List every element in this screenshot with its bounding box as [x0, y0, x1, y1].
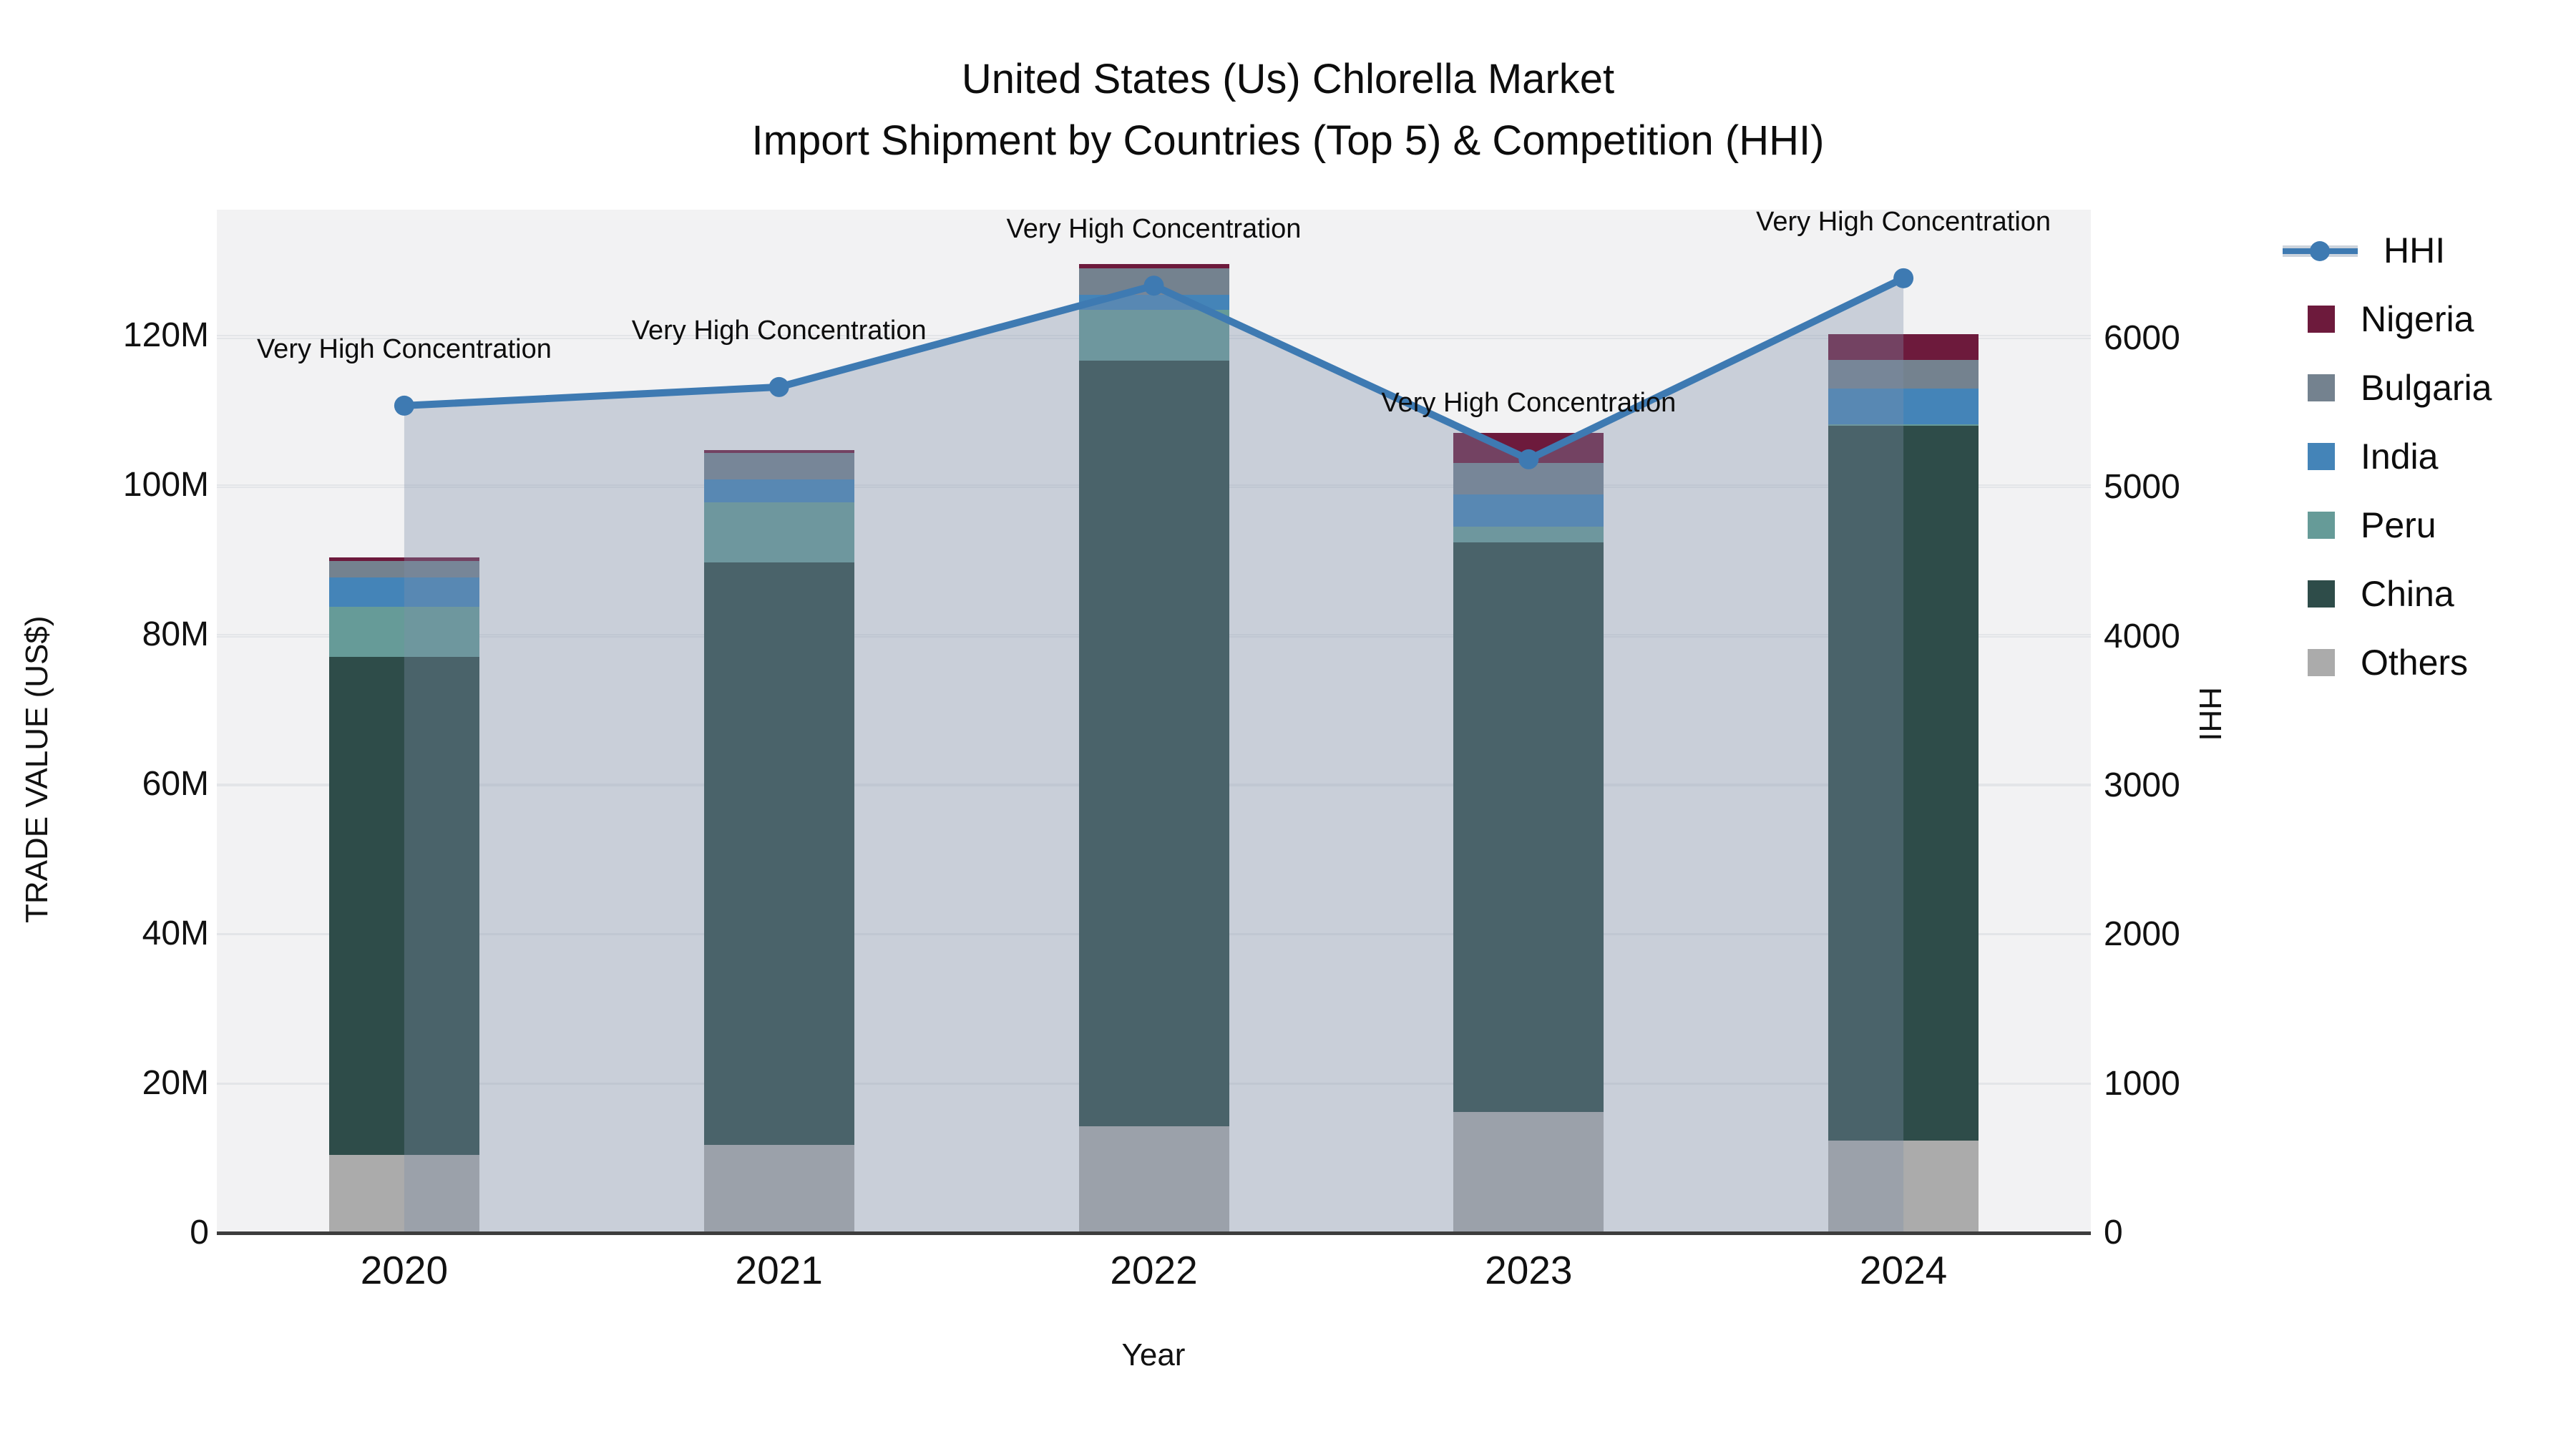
- bar-segment-china-2022: [1078, 361, 1229, 1126]
- bar-segment-nigeria-2020: [328, 557, 479, 562]
- annotation-2024: Very High Concentration: [1756, 206, 2051, 237]
- legend-item-peru[interactable]: Peru: [2283, 504, 2436, 547]
- legend-label: China: [2361, 574, 2454, 614]
- bar-segment-peru-2020: [328, 607, 479, 658]
- x-axis-title: Year: [1121, 1337, 1186, 1372]
- legend-label: Nigeria: [2361, 299, 2474, 339]
- y2-tick-2000: 2000: [2104, 915, 2180, 954]
- y-tick-120M: 120M: [122, 316, 209, 354]
- others-swatch: [2308, 649, 2335, 676]
- bar-segment-bulgaria-2022: [1078, 268, 1229, 296]
- y2-tick-4000: 4000: [2104, 617, 2180, 655]
- legend-label: Peru: [2361, 505, 2436, 545]
- china-swatch: [2308, 580, 2335, 608]
- annotation-2023: Very High Concentration: [1381, 387, 1677, 418]
- y2-tick-5000: 5000: [2104, 468, 2180, 507]
- legend-item-china[interactable]: China: [2283, 572, 2454, 615]
- hhi-legend-sample: [2283, 237, 2358, 264]
- y2-axis-title: HHI: [2192, 687, 2228, 741]
- legend-item-others[interactable]: Others: [2283, 641, 2468, 684]
- x-tick-2024: 2024: [1859, 1248, 1948, 1292]
- bar-segment-others-2023: [1453, 1111, 1604, 1233]
- bar-segment-peru-2023: [1453, 527, 1604, 543]
- bar-segment-others-2020: [328, 1155, 479, 1233]
- bar-segment-bulgaria-2021: [703, 452, 854, 480]
- y-tick-100M: 100M: [122, 465, 209, 504]
- y-tick-0: 0: [190, 1214, 209, 1252]
- y2-tick-6000: 6000: [2104, 319, 2180, 358]
- bar-segment-peru-2024: [1828, 424, 1979, 426]
- bar-segment-india-2022: [1078, 295, 1229, 311]
- y-tick-60M: 60M: [142, 764, 209, 803]
- chart-title-line1: United States (Us) Chlorella Market: [961, 56, 1615, 102]
- legend-label: Others: [2361, 643, 2469, 683]
- bar-segment-china-2024: [1828, 426, 1979, 1141]
- x-tick-2021: 2021: [735, 1248, 823, 1292]
- bar-segment-india-2020: [328, 577, 479, 608]
- y2-tick-3000: 3000: [2104, 766, 2180, 805]
- bar-segment-others-2022: [1078, 1126, 1229, 1233]
- bar-segment-nigeria-2024: [1828, 333, 1979, 361]
- bar-segment-india-2023: [1453, 494, 1604, 527]
- bar-segment-bulgaria-2024: [1828, 360, 1979, 389]
- chart-title-line2: Import Shipment by Countries (Top 5) & C…: [751, 117, 1825, 164]
- annotation-2021: Very High Concentration: [631, 315, 927, 346]
- y2-tick-1000: 1000: [2104, 1064, 2180, 1103]
- legend-label: India: [2361, 436, 2439, 477]
- bar-segment-bulgaria-2023: [1453, 463, 1604, 495]
- bar-segment-bulgaria-2020: [328, 561, 479, 578]
- legend-item-bulgaria[interactable]: Bulgaria: [2283, 366, 2492, 409]
- bar-segment-others-2024: [1828, 1141, 1979, 1233]
- x-tick-2022: 2022: [1110, 1248, 1198, 1292]
- chart-title: United States (Us) Chlorella Market Impo…: [0, 49, 2576, 172]
- bar-segment-india-2024: [1828, 388, 1979, 424]
- bar-segment-china-2021: [703, 562, 854, 1145]
- y-tick-20M: 20M: [142, 1063, 209, 1102]
- annotation-2022: Very High Concentration: [1006, 214, 1302, 245]
- bar-segment-china-2023: [1453, 542, 1604, 1112]
- bar-segment-nigeria-2021: [703, 449, 854, 453]
- x-axis-line: [217, 1231, 2091, 1235]
- bar-segment-peru-2021: [703, 502, 854, 563]
- nigeria-swatch: [2308, 306, 2335, 333]
- bulgaria-swatch: [2308, 374, 2335, 401]
- bar-segment-nigeria-2022: [1078, 264, 1229, 268]
- bar-segment-china-2020: [328, 657, 479, 1156]
- bar-segment-india-2021: [703, 479, 854, 502]
- india-swatch: [2308, 443, 2335, 470]
- y-tick-40M: 40M: [142, 914, 209, 952]
- legend-label: Bulgaria: [2361, 368, 2492, 408]
- peru-swatch: [2308, 512, 2335, 539]
- bar-segment-nigeria-2023: [1453, 432, 1604, 464]
- bar-segment-peru-2022: [1078, 310, 1229, 361]
- legend-item-nigeria[interactable]: Nigeria: [2283, 298, 2474, 341]
- legend-label: HHI: [2384, 230, 2446, 270]
- x-tick-2020: 2020: [360, 1248, 449, 1292]
- bar-segment-others-2021: [703, 1144, 854, 1233]
- legend-item-india[interactable]: India: [2283, 435, 2438, 478]
- y2-tick-0: 0: [2104, 1214, 2123, 1252]
- y-tick-80M: 80M: [142, 615, 209, 653]
- x-tick-2023: 2023: [1485, 1248, 1573, 1292]
- legend-item-hhi[interactable]: HHI: [2283, 229, 2445, 272]
